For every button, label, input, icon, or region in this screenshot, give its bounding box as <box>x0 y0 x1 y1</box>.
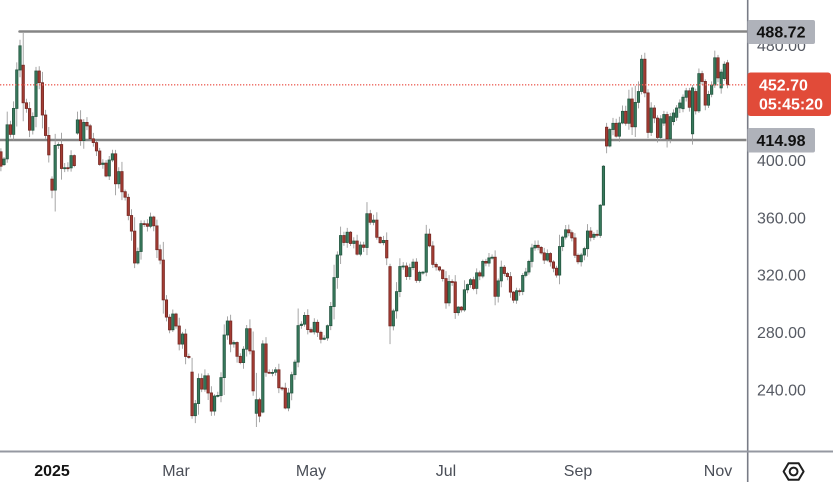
svg-text:280.00: 280.00 <box>757 325 806 342</box>
svg-text:414.98: 414.98 <box>757 133 806 150</box>
svg-text:400.00: 400.00 <box>757 153 806 170</box>
svg-text:320.00: 320.00 <box>757 268 806 285</box>
svg-text:Mar: Mar <box>162 463 190 480</box>
svg-text:Sep: Sep <box>564 463 593 480</box>
svg-text:360.00: 360.00 <box>757 210 806 227</box>
svg-text:May: May <box>296 463 326 480</box>
svg-text:2025: 2025 <box>34 463 70 480</box>
svg-text:488.72: 488.72 <box>757 25 806 42</box>
svg-text:05:45:20: 05:45:20 <box>759 97 823 114</box>
svg-text:Nov: Nov <box>704 463 732 480</box>
svg-text:Jul: Jul <box>436 463 456 480</box>
svg-text:240.00: 240.00 <box>757 383 806 400</box>
svg-text:452.70: 452.70 <box>759 77 808 94</box>
